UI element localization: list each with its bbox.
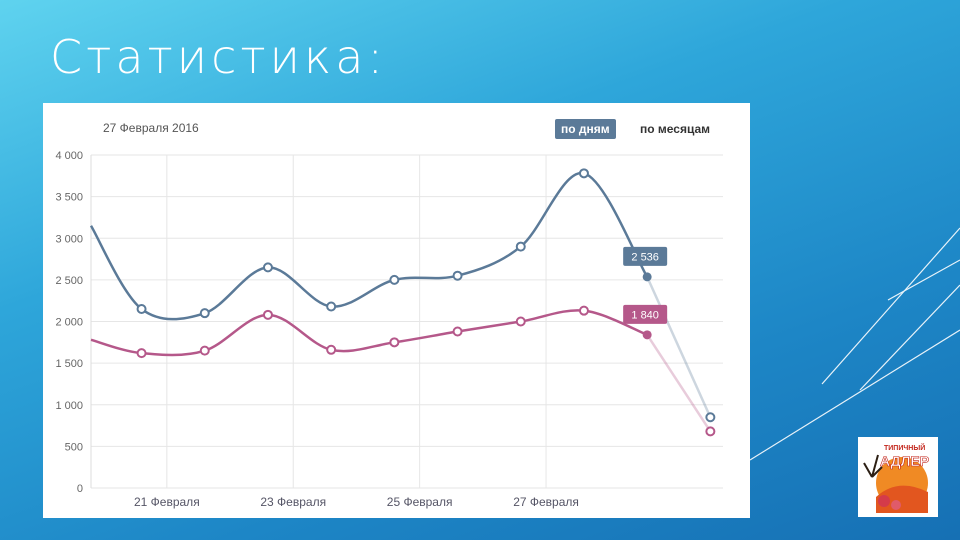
- data-point: [389, 337, 400, 348]
- y-tick-label: 4 000: [55, 150, 83, 162]
- y-tick-label: 2 500: [55, 275, 83, 287]
- data-point: [389, 274, 400, 285]
- value-callout-label: 2 536: [631, 251, 659, 263]
- value-callout-box: [623, 246, 668, 266]
- data-point: [515, 316, 526, 327]
- data-point: [452, 326, 463, 337]
- data-point: [326, 344, 337, 355]
- chart-panel: 27 Февраля 2016 по дням по месяцам 0 500 1…: [43, 103, 750, 518]
- data-point: [578, 168, 589, 179]
- series-line: [89, 172, 649, 321]
- x-tick-label: 25 Февраля: [387, 495, 453, 509]
- line-chart: 0 500 1 000 1 500 2 000 2 500 3 000 3 500 4 000 2…: [55, 150, 723, 509]
- series-projection-line: [646, 276, 712, 418]
- data-point: [705, 426, 716, 437]
- logo-image: ТИПИЧНЫЙ АДЛЕР: [858, 437, 938, 517]
- data-point: [515, 241, 526, 252]
- value-callout-box: [623, 304, 668, 324]
- x-tick-label: 21 Февраля: [134, 495, 200, 509]
- y-tick-label: 2 000: [55, 317, 83, 329]
- y-tick-label: 3 500: [55, 192, 83, 204]
- series-projection-line: [646, 334, 712, 433]
- period-months-button[interactable]: по месяцам: [640, 122, 711, 136]
- logo: ТИПИЧНЫЙ АДЛЕР: [858, 437, 938, 517]
- data-point: [705, 412, 716, 423]
- y-tick-label: 1 500: [55, 358, 83, 370]
- data-point: [199, 308, 210, 319]
- logo-text-main: АДЛЕР: [880, 453, 929, 469]
- x-tick-label: 27 Февраля: [513, 495, 579, 509]
- chart-date: 27 Февраля 2016: [103, 121, 199, 135]
- data-point: [262, 262, 273, 273]
- value-callout-label: 1 840: [631, 309, 659, 321]
- data-point: [199, 345, 210, 356]
- data-point-highlight: [642, 330, 652, 340]
- y-tick-label: 500: [65, 441, 83, 453]
- y-tick-label: 3 000: [55, 233, 83, 245]
- data-point: [136, 304, 147, 315]
- series-line: [90, 309, 648, 357]
- data-point-highlight: [642, 272, 652, 282]
- data-point: [262, 309, 273, 320]
- slide-title: Статистика:: [50, 30, 387, 84]
- period-days-button[interactable]: по дням: [555, 119, 616, 139]
- data-point: [452, 270, 463, 281]
- logo-text-top: ТИПИЧНЫЙ: [884, 443, 925, 452]
- data-point: [326, 301, 337, 312]
- x-tick-label: 23 Февраля: [260, 495, 326, 509]
- data-point: [136, 348, 147, 359]
- data-point: [578, 305, 589, 316]
- y-tick-label: 1 000: [55, 400, 83, 412]
- y-tick-label: 0: [77, 483, 83, 495]
